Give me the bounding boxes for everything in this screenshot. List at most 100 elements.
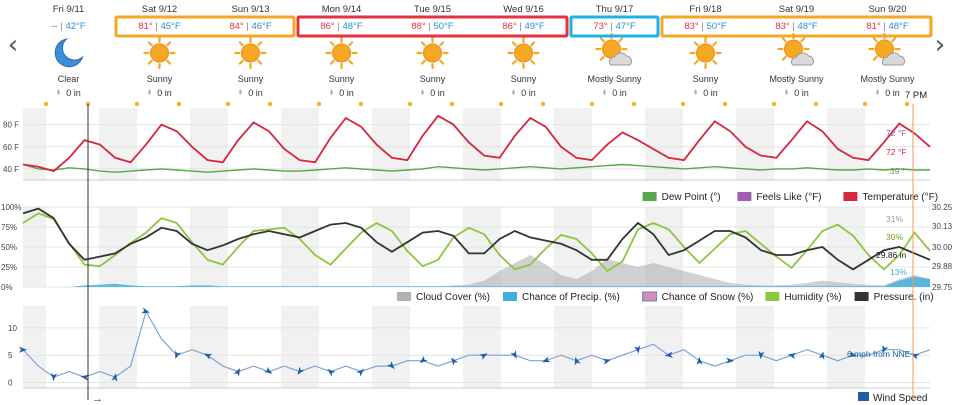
sunrise-icon — [43, 101, 49, 107]
night-band — [23, 108, 46, 180]
y-tick-label: 10 — [8, 324, 17, 333]
wind-direction-icon — [111, 373, 118, 382]
wind-direction-icon — [203, 353, 213, 360]
day-column: Wed 9/16 86° | 49°F Sunny 0 in — [498, 4, 546, 107]
legend-item: Dew Point (°) — [642, 192, 721, 203]
legend-swatch — [765, 292, 780, 301]
prev-arrow-icon[interactable]: ‹ — [7, 30, 19, 60]
day-hi-lo: 73° | 47°F — [593, 21, 635, 32]
night-band — [372, 108, 410, 180]
raindrop-icon — [239, 89, 242, 95]
night-band — [190, 108, 228, 180]
legend-swatch — [858, 392, 869, 401]
legend-swatch — [503, 292, 517, 301]
day-precip: 0 in — [885, 88, 900, 98]
y-tick-label: 40 F — [3, 165, 19, 174]
panel-background — [23, 108, 930, 181]
day-hi-lo: 81° | 48°F — [866, 21, 908, 32]
y-tick-label: 5 — [8, 351, 13, 360]
sunrise-icon — [771, 101, 777, 107]
wind-direction-icon — [386, 361, 395, 370]
wind-direction-icon — [479, 353, 488, 360]
day-precip: 0 in — [157, 88, 172, 98]
raindrop-icon — [785, 89, 788, 95]
wind-direction-icon — [141, 307, 150, 314]
y2-tick-label: 29.75 — [932, 283, 953, 292]
sunrise-icon — [407, 101, 413, 107]
raindrop-icon — [330, 89, 333, 95]
day-column: Fri 9/11 -- | 42°F Clear 0 in — [43, 4, 91, 107]
day-label: Sat 9/12 — [142, 4, 177, 15]
day-hi-lo: 88° | 50°F — [411, 21, 453, 32]
wind-direction-icon — [574, 356, 581, 366]
day-label: Tue 9/15 — [414, 4, 451, 15]
night-band — [736, 306, 774, 388]
wind-direction-icon — [787, 352, 797, 359]
legend-label: Dew Point (°) — [662, 192, 721, 203]
sun-icon — [416, 36, 449, 70]
sunset-icon — [631, 101, 637, 107]
legend-swatch — [642, 291, 658, 302]
legend-swatch — [843, 192, 858, 201]
y2-tick-label: 29.88 — [932, 262, 953, 271]
wind-direction-icon — [726, 357, 735, 364]
day-label: Fri 9/11 — [53, 4, 85, 15]
night-band — [99, 108, 137, 180]
y-tick-label: 0 — [8, 379, 13, 388]
day-column: Thu 9/17 73° | 47°F Mostly Sunny 0 in — [587, 4, 642, 107]
sunset-icon — [176, 101, 182, 107]
day-condition: Sunny — [329, 74, 355, 84]
day-precip: 0 in — [521, 88, 536, 98]
wind-direction-icon — [80, 374, 89, 381]
wind-direction-icon — [882, 344, 889, 354]
partly-cloudy-icon — [595, 32, 632, 66]
day-precip: 0 in — [66, 88, 81, 98]
series-line-dew_point — [22, 163, 930, 173]
day-label: Sat 9/19 — [779, 4, 814, 15]
wind-direction-icon — [664, 351, 673, 358]
y-tick-label: 0% — [1, 283, 13, 292]
night-band — [23, 306, 46, 388]
wind-direction-icon — [696, 356, 703, 365]
day-hi-lo: 84° | 46°F — [229, 21, 271, 32]
next-arrow-icon[interactable]: › — [934, 30, 946, 60]
legend-label: Temperature (°F) — [862, 192, 938, 203]
day-hi-lo: 86° | 48°F — [320, 21, 362, 32]
series-line-humidity — [22, 212, 931, 273]
wind-direction-icon — [19, 346, 27, 353]
wind-direction-icon — [602, 358, 612, 365]
legend-item: Pressure. (in) — [854, 292, 934, 303]
sunrise-icon — [134, 101, 140, 107]
end-label-temperature: 72 °F — [886, 147, 906, 157]
legend-label: Humidity (%) — [784, 292, 841, 303]
legend-item: Humidity (%) — [765, 292, 842, 303]
day-condition: Sunny — [147, 74, 173, 84]
night-band — [463, 306, 501, 388]
sun-icon — [689, 36, 722, 70]
night-band — [190, 306, 228, 388]
y-tick-label: 100% — [1, 203, 21, 212]
wind-arrow-icon: → — [92, 393, 103, 405]
end-label-dew-point: 39 ° — [890, 166, 905, 176]
day-label: Wed 9/16 — [503, 4, 544, 15]
legend-swatch — [737, 192, 752, 201]
day-column: Sun 9/13 84° | 46°F Sunny 0 in — [225, 4, 273, 107]
highlight-box — [114, 15, 296, 38]
legend-swatch — [854, 292, 869, 301]
sunset-icon — [449, 101, 455, 107]
day-column: Fri 9/18 83° | 50°F Sunny 0 in — [680, 4, 728, 107]
wind-direction-icon — [50, 372, 57, 382]
night-band — [281, 306, 319, 388]
legend-label: Wind Speed — [873, 393, 927, 404]
night-band — [372, 306, 410, 388]
night-band — [554, 306, 592, 388]
legend-item: Chance of Snow (%) — [642, 291, 753, 303]
legend-item: Chance of Precip. (%) — [503, 292, 620, 303]
night-band — [281, 108, 319, 180]
legend-item: Temperature (°F) — [843, 192, 938, 203]
legend-swatch — [642, 192, 657, 201]
day-column: Sat 9/19 83° | 48°F Mostly Sunny 0 in — [769, 4, 824, 107]
wind-direction-icon — [264, 366, 273, 374]
day-label: Sun 9/13 — [231, 4, 269, 15]
